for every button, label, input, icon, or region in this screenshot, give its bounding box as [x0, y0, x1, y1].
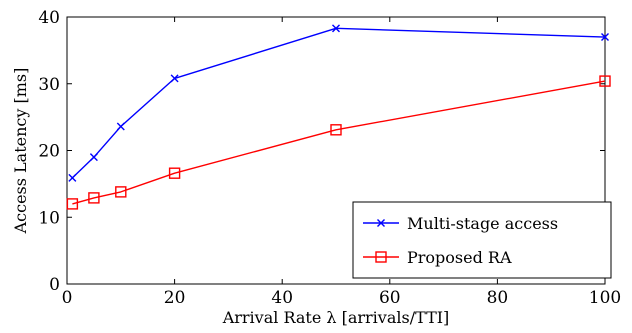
data-point — [170, 74, 179, 83]
legend-marker — [377, 219, 385, 227]
legend-box — [352, 201, 612, 279]
y-tick-label: 30 — [38, 75, 60, 95]
series-1 — [66, 75, 611, 210]
y-axis-ticks: 0 10 20 30 40 — [38, 8, 605, 295]
data-point — [116, 122, 125, 131]
data-point — [601, 33, 609, 42]
series-0 — [68, 24, 609, 182]
legend-sample-multi-stage — [363, 219, 399, 227]
x-tick-label: 20 — [164, 288, 186, 308]
legend-label-proposed-ra: Proposed RA — [407, 248, 512, 267]
data-point — [330, 124, 342, 136]
x-tick-label: 60 — [379, 288, 401, 308]
data-point — [115, 186, 127, 198]
x-tick-label: 40 — [271, 288, 293, 308]
y-tick-label: 10 — [38, 208, 60, 228]
y-tick-label: 20 — [38, 142, 60, 162]
x-axis-title: Arrival Rate λ [arrivals/TTI] — [222, 308, 450, 327]
data-point — [168, 167, 181, 179]
x-tick-label: 100 — [589, 288, 621, 308]
data-point — [599, 75, 611, 87]
legend-marker — [375, 251, 387, 263]
x-axis-ticks: 0 20 40 60 80 100 — [62, 17, 621, 308]
series-line — [72, 80, 606, 205]
data-point — [68, 173, 77, 182]
data-point — [332, 24, 340, 33]
y-tick-label: 40 — [38, 8, 60, 28]
data-point — [66, 198, 79, 210]
legend: Multi-stage access Proposed RA — [352, 201, 612, 279]
x-tick-label: 80 — [487, 288, 509, 308]
y-axis-title: Access Latency [ms] — [11, 68, 30, 235]
legend-entry-multi-stage: Multi-stage access — [363, 214, 558, 233]
x-tick-label: 0 — [62, 288, 73, 308]
legend-sample-proposed-ra — [363, 251, 399, 263]
data-point — [88, 192, 100, 204]
legend-label-multi-stage: Multi-stage access — [407, 214, 558, 233]
series-layer — [66, 24, 611, 210]
series-line — [71, 27, 606, 179]
data-point — [89, 153, 98, 162]
y-tick-label: 0 — [49, 275, 60, 295]
legend-entry-proposed-ra: Proposed RA — [363, 248, 512, 267]
